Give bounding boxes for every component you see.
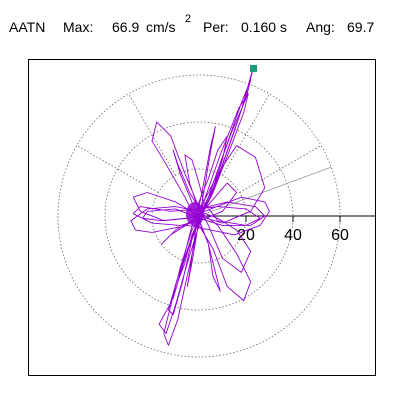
plot-area: 20 40 60 (28, 59, 376, 376)
max-direction-line (198, 166, 332, 217)
ang-value: 69.7 (347, 19, 375, 35)
chart-header: AATN Max: 66.9 cm/s 2 Per: 0.160 s Ang: … (0, 0, 400, 48)
trace-core (186, 202, 204, 226)
max-label: Max: (63, 19, 94, 35)
motion-trace-series-0 (130, 67, 270, 346)
radial-axis: 20 40 60 (199, 215, 375, 244)
max-value: 66.9 (112, 19, 140, 35)
max-unit-exponent: 2 (185, 13, 192, 25)
per-value: 0.160 s (241, 19, 287, 35)
spoke-120 (128, 93, 176, 176)
radial-tick-label-20: 20 (237, 227, 255, 244)
spoke-30 (239, 145, 322, 193)
max-point-marker (250, 64, 258, 72)
spoke-150 (76, 145, 159, 193)
radial-tick-label-60: 60 (331, 227, 349, 244)
particle-motion-chart: 20 40 60 (57, 64, 375, 358)
motion-trace (130, 67, 270, 346)
polar-grid (57, 74, 341, 358)
max-unit: cm/s (146, 19, 176, 35)
per-label: Per: (203, 19, 229, 35)
ang-label: Ang: (306, 19, 335, 35)
radial-tick-label-40: 40 (284, 227, 302, 244)
spoke-60 (222, 93, 270, 176)
max-marker (250, 64, 258, 72)
station-code: AATN (9, 19, 46, 35)
